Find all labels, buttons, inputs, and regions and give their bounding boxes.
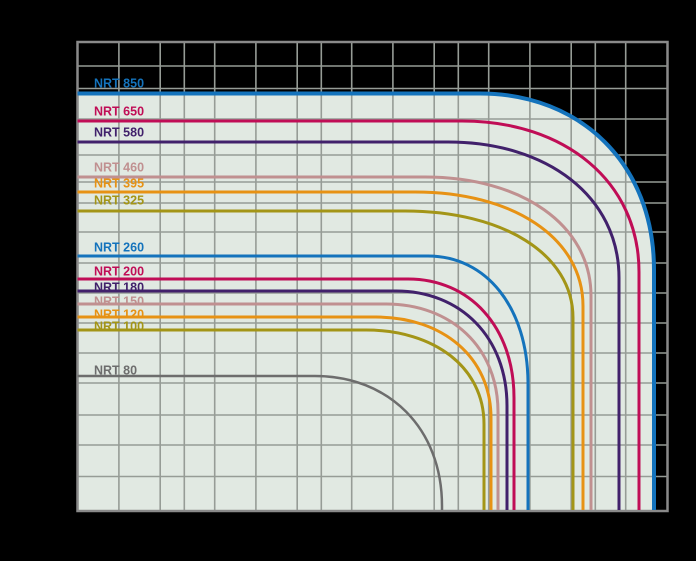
- curve-label-nrt-460: NRT 460: [94, 160, 144, 174]
- curve-nrt-325: [77, 209, 575, 510]
- border-layer: [76, 40, 669, 513]
- curve-nrt-580: [77, 140, 621, 510]
- curve-label-nrt-150: NRT 150: [94, 294, 144, 308]
- curve-label-nrt-180: NRT 180: [94, 280, 144, 294]
- curve-nrt-120: [77, 315, 493, 510]
- curve-label-nrt-200: NRT 200: [94, 264, 144, 278]
- labels-layer: NRT 850 NRT 650 NRT 580 NRT 460 NRT 395 NRT 3…: [94, 76, 144, 377]
- curve-nrt-200: [77, 277, 516, 510]
- curve-label-nrt-260: NRT 260: [94, 240, 144, 254]
- curve-nrt-80: [77, 374, 444, 510]
- curve-label-nrt-850: NRT 850: [94, 76, 144, 90]
- curve-nrt-100: [77, 328, 486, 510]
- curve-nrt-650: [77, 119, 641, 510]
- curve-label-nrt-395: NRT 395: [94, 176, 144, 190]
- plot-border: [76, 40, 669, 513]
- curves-layer: [77, 91, 656, 510]
- curve-label-nrt-650: NRT 650: [94, 104, 144, 118]
- curve-nrt-395: [77, 190, 585, 510]
- curve-nrt-850: [77, 91, 656, 510]
- curve-label-nrt-100: NRT 100: [94, 319, 144, 333]
- curve-nrt-260: [77, 254, 530, 510]
- curve-label-nrt-120: NRT 120: [94, 307, 144, 321]
- curve-nrt-150: [77, 302, 500, 510]
- curve-nrt-460: [77, 175, 593, 510]
- plot-fill-region: [77, 93, 654, 510]
- curve-label-nrt-580: NRT 580: [94, 125, 144, 139]
- curve-nrt-180: [77, 289, 509, 510]
- fill-layer: [77, 93, 654, 510]
- curve-label-nrt-80: NRT 80: [94, 363, 137, 377]
- curve-label-nrt-325: NRT 325: [94, 193, 144, 207]
